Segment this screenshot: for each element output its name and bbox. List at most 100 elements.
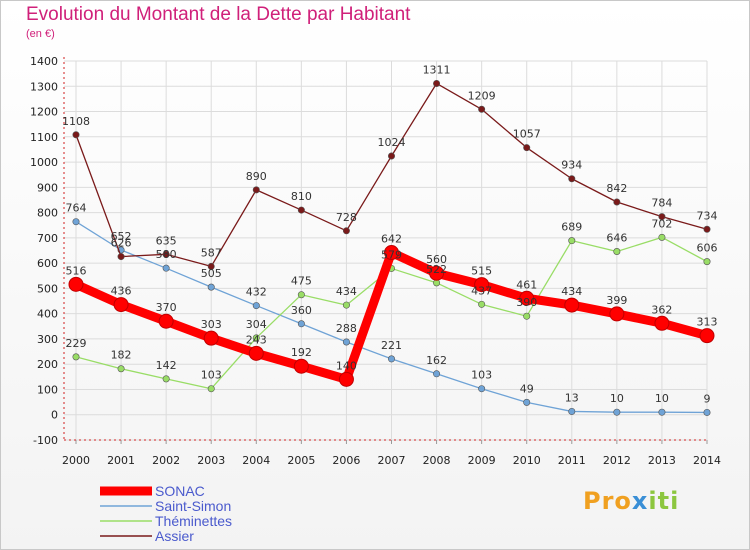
- data-point: [252, 302, 260, 310]
- x-tick-label: 2008: [423, 454, 451, 467]
- data-point: [568, 237, 576, 245]
- data-point: [342, 301, 350, 309]
- data-point: [699, 328, 715, 344]
- y-tick-label: 300: [37, 333, 58, 346]
- data-point: [609, 306, 625, 322]
- data-point: [613, 408, 621, 416]
- proxiti-logo: Proxiti: [583, 487, 680, 515]
- data-point: [568, 175, 576, 183]
- data-label: 103: [201, 369, 222, 382]
- data-label: 313: [697, 316, 718, 329]
- data-point: [203, 330, 219, 346]
- data-point: [72, 131, 80, 139]
- data-label: 461: [516, 278, 537, 291]
- y-tick-label: 1100: [30, 131, 58, 144]
- data-label: 304: [246, 318, 267, 331]
- y-tick-label: 800: [37, 207, 58, 220]
- data-point: [342, 227, 350, 235]
- series-sonac: [68, 245, 715, 387]
- y-tick-label: 700: [37, 232, 58, 245]
- data-label: 764: [66, 202, 87, 215]
- data-point: [162, 375, 170, 383]
- data-point: [658, 233, 666, 241]
- y-tick-label: 400: [37, 308, 58, 321]
- x-tick-label: 2001: [107, 454, 135, 467]
- data-point: [613, 198, 621, 206]
- data-label: 370: [156, 301, 177, 314]
- x-tick-label: 2011: [558, 454, 586, 467]
- data-label: 522: [426, 263, 447, 276]
- data-label: 1024: [378, 136, 406, 149]
- data-point: [474, 277, 490, 293]
- data-point: [117, 253, 125, 261]
- data-label: 579: [381, 248, 402, 261]
- data-label: 303: [201, 318, 222, 331]
- data-point: [478, 385, 486, 393]
- y-tick-label: 900: [37, 181, 58, 194]
- data-point: [564, 297, 580, 313]
- data-point: [342, 338, 350, 346]
- chart-title: Evolution du Montant de la Dette par Hab…: [26, 4, 411, 25]
- data-label: 734: [697, 209, 718, 222]
- data-label: 1209: [468, 89, 496, 102]
- data-label: 103: [471, 369, 492, 382]
- data-point: [117, 365, 125, 373]
- data-point: [478, 105, 486, 113]
- y-tick-label: 1400: [30, 55, 58, 68]
- data-point: [162, 264, 170, 272]
- data-label: 728: [336, 211, 357, 224]
- data-label: 505: [201, 267, 222, 280]
- data-point: [568, 407, 576, 415]
- data-label: 475: [291, 275, 312, 288]
- data-label: 436: [111, 285, 132, 298]
- data-point: [429, 265, 445, 281]
- data-label: 646: [606, 232, 627, 245]
- data-point: [297, 320, 305, 328]
- data-label: 652: [111, 230, 132, 243]
- x-tick-label: 2000: [62, 454, 90, 467]
- data-point: [523, 312, 531, 320]
- data-point: [387, 152, 395, 160]
- data-point: [519, 290, 535, 306]
- data-label: 49: [520, 382, 534, 395]
- y-tick-label: 500: [37, 282, 58, 295]
- data-label: 182: [111, 349, 132, 362]
- data-point: [387, 355, 395, 363]
- data-label: 580: [156, 248, 177, 261]
- data-label: 635: [156, 234, 177, 247]
- y-tick-label: 1000: [30, 156, 58, 169]
- data-point: [523, 398, 531, 406]
- data-point: [72, 218, 80, 226]
- data-label: 142: [156, 359, 177, 372]
- data-point: [113, 297, 129, 313]
- data-point: [207, 262, 215, 270]
- data-label: 934: [561, 159, 582, 172]
- data-label: 1108: [62, 115, 90, 128]
- legend-label: Assier: [155, 528, 194, 544]
- data-label: 221: [381, 339, 402, 352]
- data-label: 560: [426, 253, 447, 266]
- x-tick-label: 2004: [242, 454, 270, 467]
- y-tick-label: 1200: [30, 106, 58, 119]
- data-point: [297, 206, 305, 214]
- data-label: 434: [561, 285, 582, 298]
- x-tick-label: 2007: [378, 454, 406, 467]
- data-label: 587: [201, 246, 222, 259]
- data-label: 243: [246, 333, 267, 346]
- data-point: [338, 371, 354, 387]
- y-tick-label: 100: [37, 383, 58, 396]
- data-point: [658, 213, 666, 221]
- x-tick-label: 2009: [468, 454, 496, 467]
- data-label: 13: [565, 391, 579, 404]
- data-label: 362: [651, 303, 672, 316]
- y-tick-label: 1300: [30, 80, 58, 93]
- data-label: 288: [336, 322, 357, 335]
- x-tick-label: 2003: [197, 454, 225, 467]
- data-label: 360: [291, 304, 312, 317]
- data-label: 437: [471, 284, 492, 297]
- data-label: 516: [66, 264, 87, 277]
- data-point: [703, 258, 711, 266]
- data-label: 10: [610, 392, 624, 405]
